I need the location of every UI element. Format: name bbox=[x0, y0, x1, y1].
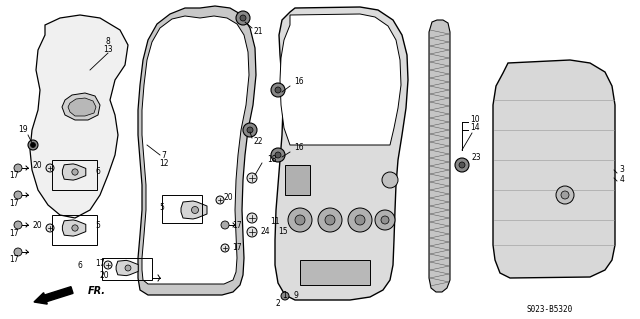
Text: 17: 17 bbox=[9, 198, 19, 207]
Text: 17: 17 bbox=[9, 228, 19, 238]
Circle shape bbox=[236, 11, 250, 25]
Polygon shape bbox=[285, 165, 310, 195]
Circle shape bbox=[382, 172, 398, 188]
Circle shape bbox=[14, 164, 22, 172]
Text: 15: 15 bbox=[278, 227, 288, 236]
Circle shape bbox=[191, 206, 198, 213]
Polygon shape bbox=[63, 220, 86, 236]
Text: 10: 10 bbox=[470, 115, 480, 124]
Circle shape bbox=[243, 123, 257, 137]
Text: 16: 16 bbox=[294, 144, 304, 152]
Circle shape bbox=[375, 210, 395, 230]
Circle shape bbox=[125, 265, 131, 271]
Circle shape bbox=[281, 292, 289, 300]
Polygon shape bbox=[280, 14, 401, 145]
Text: 23: 23 bbox=[471, 153, 481, 162]
Text: 16: 16 bbox=[294, 78, 304, 86]
Bar bbox=[162, 195, 202, 223]
Text: S023-B5320: S023-B5320 bbox=[527, 306, 573, 315]
Text: 6: 6 bbox=[77, 261, 83, 270]
Circle shape bbox=[221, 244, 229, 252]
Text: 18: 18 bbox=[268, 155, 276, 165]
Text: 24: 24 bbox=[260, 227, 270, 236]
Text: 3: 3 bbox=[620, 166, 625, 174]
Text: 1: 1 bbox=[283, 291, 287, 300]
Circle shape bbox=[14, 191, 22, 199]
Circle shape bbox=[46, 164, 54, 172]
Circle shape bbox=[28, 140, 38, 150]
Circle shape bbox=[556, 186, 574, 204]
Circle shape bbox=[247, 173, 257, 183]
Circle shape bbox=[104, 261, 112, 269]
Text: 5: 5 bbox=[159, 203, 164, 211]
Circle shape bbox=[295, 215, 305, 225]
Circle shape bbox=[247, 227, 257, 237]
Text: 21: 21 bbox=[253, 27, 263, 36]
Text: 22: 22 bbox=[253, 137, 263, 146]
Circle shape bbox=[14, 221, 22, 229]
Circle shape bbox=[271, 83, 285, 97]
Circle shape bbox=[288, 208, 312, 232]
Circle shape bbox=[72, 169, 78, 175]
Circle shape bbox=[240, 15, 246, 21]
Text: 13: 13 bbox=[103, 46, 113, 55]
Text: 2: 2 bbox=[276, 299, 280, 308]
Text: FR.: FR. bbox=[88, 286, 106, 296]
Polygon shape bbox=[63, 164, 86, 180]
Polygon shape bbox=[116, 260, 138, 276]
Circle shape bbox=[318, 208, 342, 232]
Text: 20: 20 bbox=[33, 160, 42, 169]
Polygon shape bbox=[62, 93, 100, 120]
FancyArrow shape bbox=[34, 287, 73, 304]
Polygon shape bbox=[275, 7, 408, 300]
Text: 8: 8 bbox=[106, 38, 110, 47]
Text: 17: 17 bbox=[232, 243, 242, 253]
Circle shape bbox=[355, 215, 365, 225]
Circle shape bbox=[275, 87, 281, 93]
Circle shape bbox=[31, 143, 35, 147]
Text: 17: 17 bbox=[232, 220, 242, 229]
Circle shape bbox=[247, 127, 253, 133]
Text: 17: 17 bbox=[9, 172, 19, 181]
Text: 20: 20 bbox=[223, 192, 233, 202]
Bar bbox=[52, 215, 97, 245]
Polygon shape bbox=[429, 20, 450, 292]
Circle shape bbox=[275, 152, 281, 158]
Text: 19: 19 bbox=[18, 125, 28, 135]
Circle shape bbox=[325, 215, 335, 225]
Polygon shape bbox=[493, 60, 615, 278]
Circle shape bbox=[216, 196, 224, 204]
Text: 17: 17 bbox=[9, 256, 19, 264]
Circle shape bbox=[46, 224, 54, 232]
Text: 6: 6 bbox=[95, 167, 100, 176]
Text: 17: 17 bbox=[95, 258, 105, 268]
Circle shape bbox=[561, 191, 569, 199]
Polygon shape bbox=[68, 98, 96, 116]
Text: 20: 20 bbox=[33, 220, 42, 229]
Text: 14: 14 bbox=[470, 123, 480, 132]
Polygon shape bbox=[30, 15, 128, 218]
Text: 5: 5 bbox=[95, 220, 100, 229]
Circle shape bbox=[271, 148, 285, 162]
Circle shape bbox=[459, 162, 465, 168]
Polygon shape bbox=[300, 260, 370, 285]
Circle shape bbox=[14, 248, 22, 256]
Bar bbox=[52, 160, 97, 190]
Circle shape bbox=[72, 225, 78, 231]
Circle shape bbox=[221, 221, 229, 229]
Circle shape bbox=[381, 216, 389, 224]
Bar bbox=[102, 258, 152, 280]
Polygon shape bbox=[142, 16, 249, 284]
Text: 20: 20 bbox=[100, 271, 109, 279]
Text: 9: 9 bbox=[294, 291, 298, 300]
Text: 7: 7 bbox=[161, 151, 166, 160]
Text: 12: 12 bbox=[159, 159, 169, 167]
Circle shape bbox=[247, 213, 257, 223]
Polygon shape bbox=[138, 6, 256, 295]
Polygon shape bbox=[181, 201, 207, 219]
Text: 4: 4 bbox=[620, 175, 625, 184]
Circle shape bbox=[455, 158, 469, 172]
Circle shape bbox=[348, 208, 372, 232]
Text: 11: 11 bbox=[270, 218, 280, 226]
